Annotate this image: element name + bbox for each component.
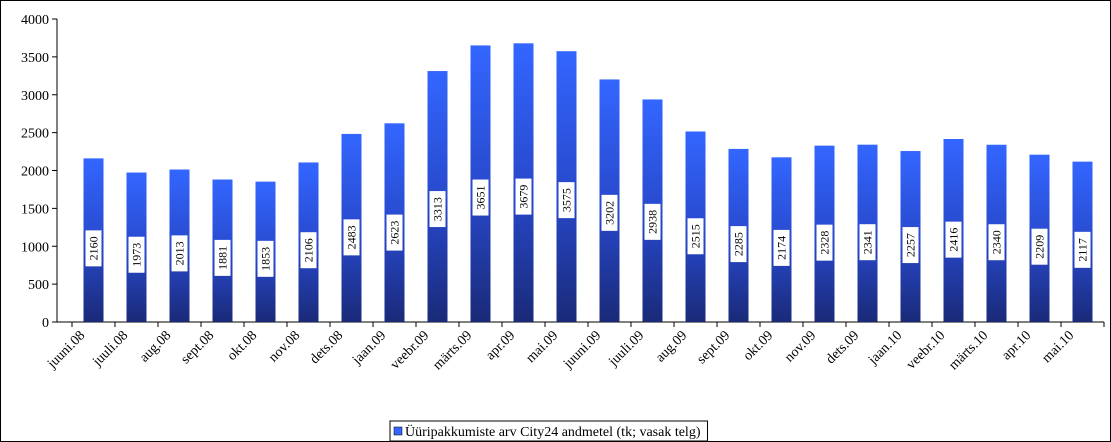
value-label-bg: [214, 239, 231, 276]
legend-box: [389, 420, 708, 442]
y-tick-label: 1000: [21, 240, 49, 255]
value-label: 2174: [775, 236, 789, 260]
value-label-bg: [859, 224, 876, 261]
value-label-bg: [515, 178, 532, 215]
value-label-bg: [730, 226, 747, 263]
value-label: 3679: [517, 185, 531, 209]
legend: Üüripakkumiste arv City24 andmetel (tk; …: [389, 420, 708, 442]
value-label: 2515: [689, 224, 703, 248]
value-label-bg: [1074, 231, 1091, 268]
value-label-bg: [945, 221, 962, 258]
value-label-bg: [816, 224, 833, 261]
value-label: 2160: [87, 236, 101, 260]
value-label: 2117: [1076, 238, 1090, 262]
value-label: 3202: [603, 201, 617, 225]
value-label-bg: [343, 219, 360, 256]
value-label: 1881: [216, 246, 230, 270]
value-label: 3575: [560, 188, 574, 212]
value-label: 2328: [818, 231, 832, 255]
y-tick-label: 2000: [21, 165, 49, 180]
value-label: 1853: [259, 247, 273, 271]
value-label-bg: [558, 182, 575, 219]
value-label: 2106: [302, 238, 316, 262]
y-tick-label: 3000: [21, 89, 49, 104]
value-label: 3651: [474, 186, 488, 210]
value-label-bg: [472, 179, 489, 216]
value-label: 3313: [431, 197, 445, 221]
value-label: 2416: [947, 228, 961, 252]
y-tick-label: 3500: [21, 51, 49, 66]
y-tick-label: 500: [28, 278, 49, 293]
value-label: 2938: [646, 210, 660, 234]
value-label-bg: [1031, 228, 1048, 265]
y-tick-label: 4000: [21, 13, 49, 28]
value-label: 2340: [990, 230, 1004, 254]
y-tick-label: 1500: [21, 202, 49, 217]
value-label-bg: [85, 230, 102, 267]
value-label: 2483: [345, 225, 359, 249]
value-label-bg: [687, 218, 704, 255]
value-label-bg: [128, 236, 145, 273]
value-label: 2257: [904, 233, 918, 257]
legend-label: Üüripakkumiste arv City24 andmetel (tk; …: [405, 423, 701, 440]
value-label-bg: [644, 203, 661, 240]
legend-swatch: [393, 426, 403, 436]
value-label: 2341: [861, 230, 875, 254]
value-label-bg: [773, 229, 790, 266]
value-label-bg: [902, 227, 919, 264]
y-tick-label: 2500: [21, 127, 49, 142]
value-label-bg: [300, 232, 317, 269]
value-label-bg: [988, 224, 1005, 261]
value-label: 2013: [173, 241, 187, 265]
value-label-bg: [429, 191, 446, 228]
value-label-bg: [257, 240, 274, 277]
value-label: 2285: [732, 232, 746, 256]
value-label-bg: [601, 194, 618, 231]
value-label: 1973: [130, 243, 144, 267]
value-label: 2209: [1033, 235, 1047, 259]
y-tick-label: 0: [42, 316, 49, 331]
value-label-bg: [386, 214, 403, 251]
value-label-bg: [171, 235, 188, 272]
value-label: 2623: [388, 221, 402, 245]
